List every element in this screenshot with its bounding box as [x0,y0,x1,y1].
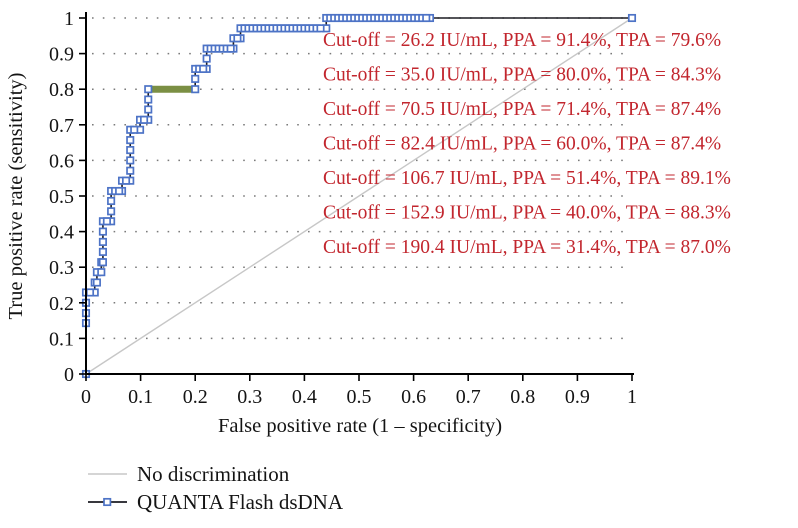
roc-marker [126,156,135,165]
roc-marker [140,115,149,124]
y-tick-label: 0.5 [49,186,74,208]
roc-marker [102,217,111,226]
x-tick-label: 0.9 [565,386,590,408]
x-tick-label: 0.3 [237,386,262,408]
roc-marker [115,186,124,196]
roc-marker [144,95,153,104]
no-discrimination-line [85,17,633,375]
x-tick-label: 1 [627,386,637,408]
x-tick-label: 0.8 [510,386,535,408]
y-tick-label: 0 [64,364,74,386]
legend-square-marker-icon [103,497,112,507]
y-axis-label: True positive rate (sensitivity) [5,73,27,320]
roc-marker [144,85,153,94]
y-tick-label: 1 [64,8,74,30]
y-tick-label: 0.4 [49,222,74,244]
roc-marker [199,64,208,73]
y-tick-label: 0.2 [49,293,74,315]
legend-label-no-discrimination: No discrimination [137,462,290,486]
roc-marker [98,258,107,267]
cutoff-annotation: Cut-off = 70.5 IU/mL, PPA = 71.4%, TPA =… [323,99,721,120]
roc-marker [98,227,107,236]
no-discrimination-diagonal [85,17,633,375]
roc-marker [107,196,116,206]
x-tick-label: 0.2 [183,386,208,408]
roc-marker [130,125,139,134]
roc-marker [226,44,235,53]
roc-marker [126,136,135,145]
x-tick-label: 0.7 [456,386,481,408]
roc-marker [126,166,135,175]
roc-marker [126,146,135,155]
roc-marker [98,247,107,256]
roc-marker [422,13,431,23]
roc-marker [107,207,116,216]
roc-marker [316,24,325,33]
x-tick-label: 0.5 [347,386,372,408]
y-tick-label: 0.7 [49,115,74,137]
x-tick-label: 0.4 [292,386,317,408]
roc-marker [144,105,153,114]
y-tick-label: 0.6 [49,150,74,172]
legend-item-quanta-flash: QUANTA Flash dsDNA [88,490,344,514]
legend-item-no-discrimination: No discrimination [88,462,290,486]
roc-marker [191,85,200,94]
roc-marker [92,278,101,287]
legend-label-quanta-flash: QUANTA Flash dsDNA [137,490,344,514]
y-tick-label: 0.9 [49,44,74,66]
roc-marker [97,268,106,277]
roc-marker [85,288,95,297]
roc-marker [233,34,242,43]
cutoff-annotations: Cut-off = 26.2 IU/mL, PPA = 91.4%, TPA =… [323,30,731,258]
y-tick-label: 0.3 [49,257,74,279]
x-axis-label: False positive rate (1 – specificity) [218,415,502,437]
x-tick-label: 0 [81,386,91,408]
roc-curve-markers [81,13,637,379]
roc-marker [121,176,131,185]
x-tick-label: 0.6 [401,386,426,408]
cutoff-annotation: Cut-off = 35.0 IU/mL, PPA = 80.0%, TPA =… [323,65,721,86]
axis-ticks [79,17,633,381]
cutoff-annotation: Cut-off = 26.2 IU/mL, PPA = 91.4%, TPA =… [323,30,721,51]
roc-marker [627,13,637,23]
roc-marker [202,54,211,63]
cutoff-annotation: Cut-off = 82.4 IU/mL, PPA = 60.0%, TPA =… [323,134,721,155]
cutoff-annotation: Cut-off = 152.9 IU/mL, PPA = 40.0%, TPA … [323,203,731,224]
x-tick-label: 0.1 [128,386,153,408]
legend: No discrimination QUANTA Flash dsDNA [88,462,344,514]
roc-marker [191,74,200,83]
cutoff-annotation: Cut-off = 190.4 IU/mL, PPA = 31.4%, TPA … [323,237,731,258]
cutoff-annotation: Cut-off = 106.7 IU/mL, PPA = 51.4%, TPA … [323,168,731,189]
tick-labels: 0 0.1 0.2 0.3 0.4 0.5 0.6 0.7 0.8 0.9 1 0 0.1 0.2 0.3 0… [49,8,637,408]
roc-marker [98,237,107,246]
y-tick-label: 0.8 [49,79,74,101]
y-tick-label: 0.1 [49,328,74,350]
